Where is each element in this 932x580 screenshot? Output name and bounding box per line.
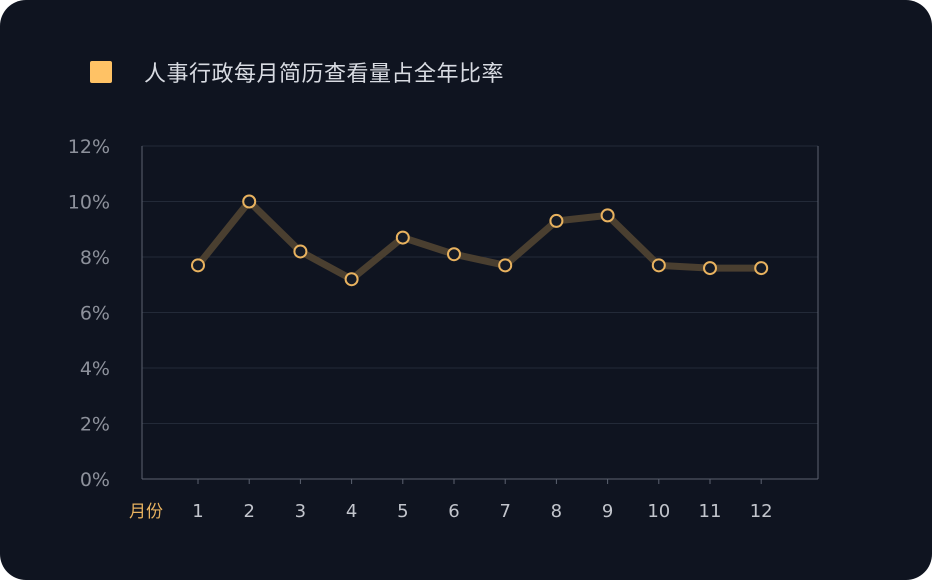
legend[interactable]: 人事行政每月简历查看量占全年比率 — [90, 58, 505, 87]
y-tick-labels: 0% 2% 4% 6% 8% 10% 12% — [68, 136, 110, 491]
data-points — [191, 194, 769, 287]
y-tick-label: 0% — [80, 469, 110, 491]
y-tick-label: 4% — [80, 358, 110, 380]
x-tick-label: 5 — [397, 501, 408, 522]
data-point — [600, 208, 615, 223]
legend-swatch — [90, 61, 112, 83]
y-tick-label: 6% — [80, 303, 110, 325]
series — [194, 198, 765, 283]
series-line — [194, 198, 765, 283]
x-tick-label: 12 — [750, 501, 773, 522]
data-point — [242, 194, 257, 209]
x-tick-label: 10 — [647, 501, 670, 522]
y-tick-label: 10% — [68, 192, 110, 214]
data-point — [395, 230, 410, 245]
x-axis-title: 月份 — [129, 502, 163, 522]
x-tick-label: 8 — [551, 501, 562, 522]
data-point — [344, 272, 359, 287]
data-point — [651, 258, 666, 273]
x-tick-label: 4 — [346, 501, 357, 522]
x-tick-label: 6 — [448, 501, 459, 522]
data-point — [191, 258, 205, 273]
legend-label: 人事行政每月简历查看量占全年比率 — [144, 62, 505, 87]
x-tick-label: 11 — [699, 501, 722, 522]
data-point — [703, 261, 717, 276]
data-point — [447, 247, 461, 262]
data-point — [498, 258, 513, 273]
x-tick-label: 9 — [602, 501, 613, 522]
axes — [141, 146, 819, 484]
x-tick-label: 3 — [295, 501, 306, 522]
data-point — [754, 261, 769, 276]
y-tick-label: 12% — [68, 136, 110, 158]
data-point — [549, 213, 564, 228]
x-tick-label: 2 — [243, 501, 254, 522]
x-tick-label: 7 — [499, 501, 510, 522]
data-point — [293, 244, 308, 259]
grid-lines — [142, 145, 818, 424]
y-tick-label: 2% — [80, 414, 110, 436]
y-tick-label: 8% — [80, 247, 110, 269]
x-tick-label: 1 — [192, 501, 203, 522]
